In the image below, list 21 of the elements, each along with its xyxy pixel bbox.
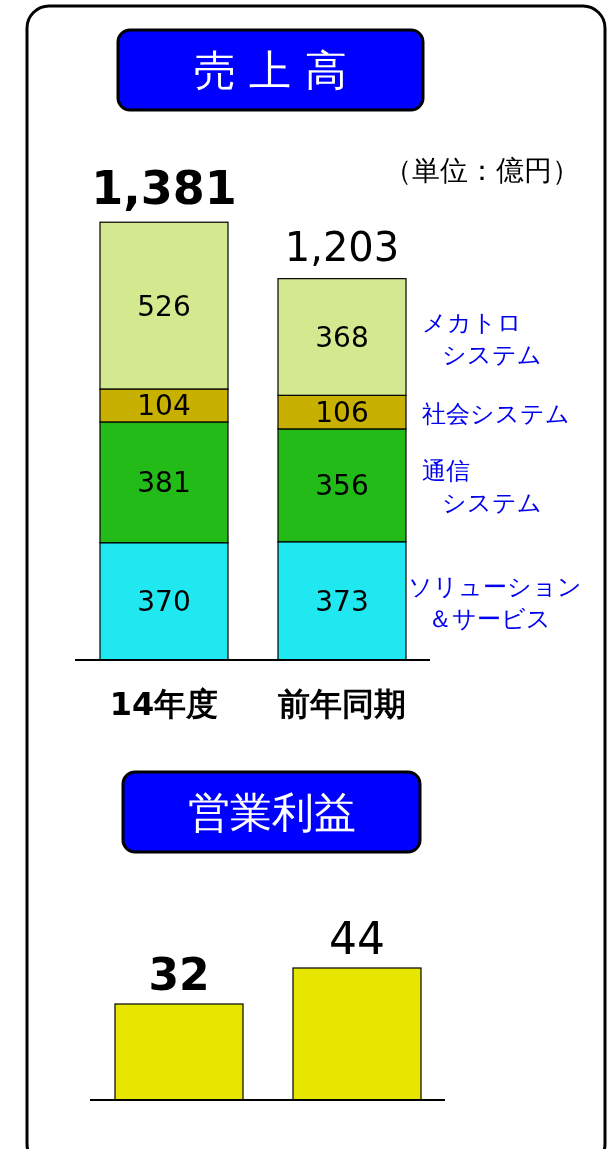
data-label: 381 — [137, 466, 191, 500]
chart-title: 売 上 高 — [194, 46, 347, 95]
chart-title: 営業利益 — [187, 788, 356, 837]
x-tick-label: 前年同期 — [278, 685, 406, 723]
data-label: 368 — [315, 320, 369, 354]
data-label: 373 — [315, 584, 369, 618]
series-label: 通信システム — [422, 457, 542, 518]
data-label: 370 — [137, 585, 191, 619]
series-label: 社会システム — [422, 400, 570, 429]
total-label: 1,203 — [284, 223, 400, 270]
data-label: 356 — [315, 469, 369, 503]
series-label: メカトロシステム — [422, 308, 542, 369]
data-label: 104 — [137, 389, 191, 423]
data-label: 526 — [137, 289, 191, 323]
series-label: ソリューション＆サービス — [408, 572, 582, 633]
data-label: 106 — [315, 396, 369, 430]
total-label: 1,381 — [91, 161, 237, 216]
text: （単位：億円） — [384, 154, 580, 187]
data-label: 32 — [148, 949, 210, 1000]
data-label: 44 — [329, 913, 385, 964]
x-tick-label: 14年度 — [109, 685, 219, 723]
